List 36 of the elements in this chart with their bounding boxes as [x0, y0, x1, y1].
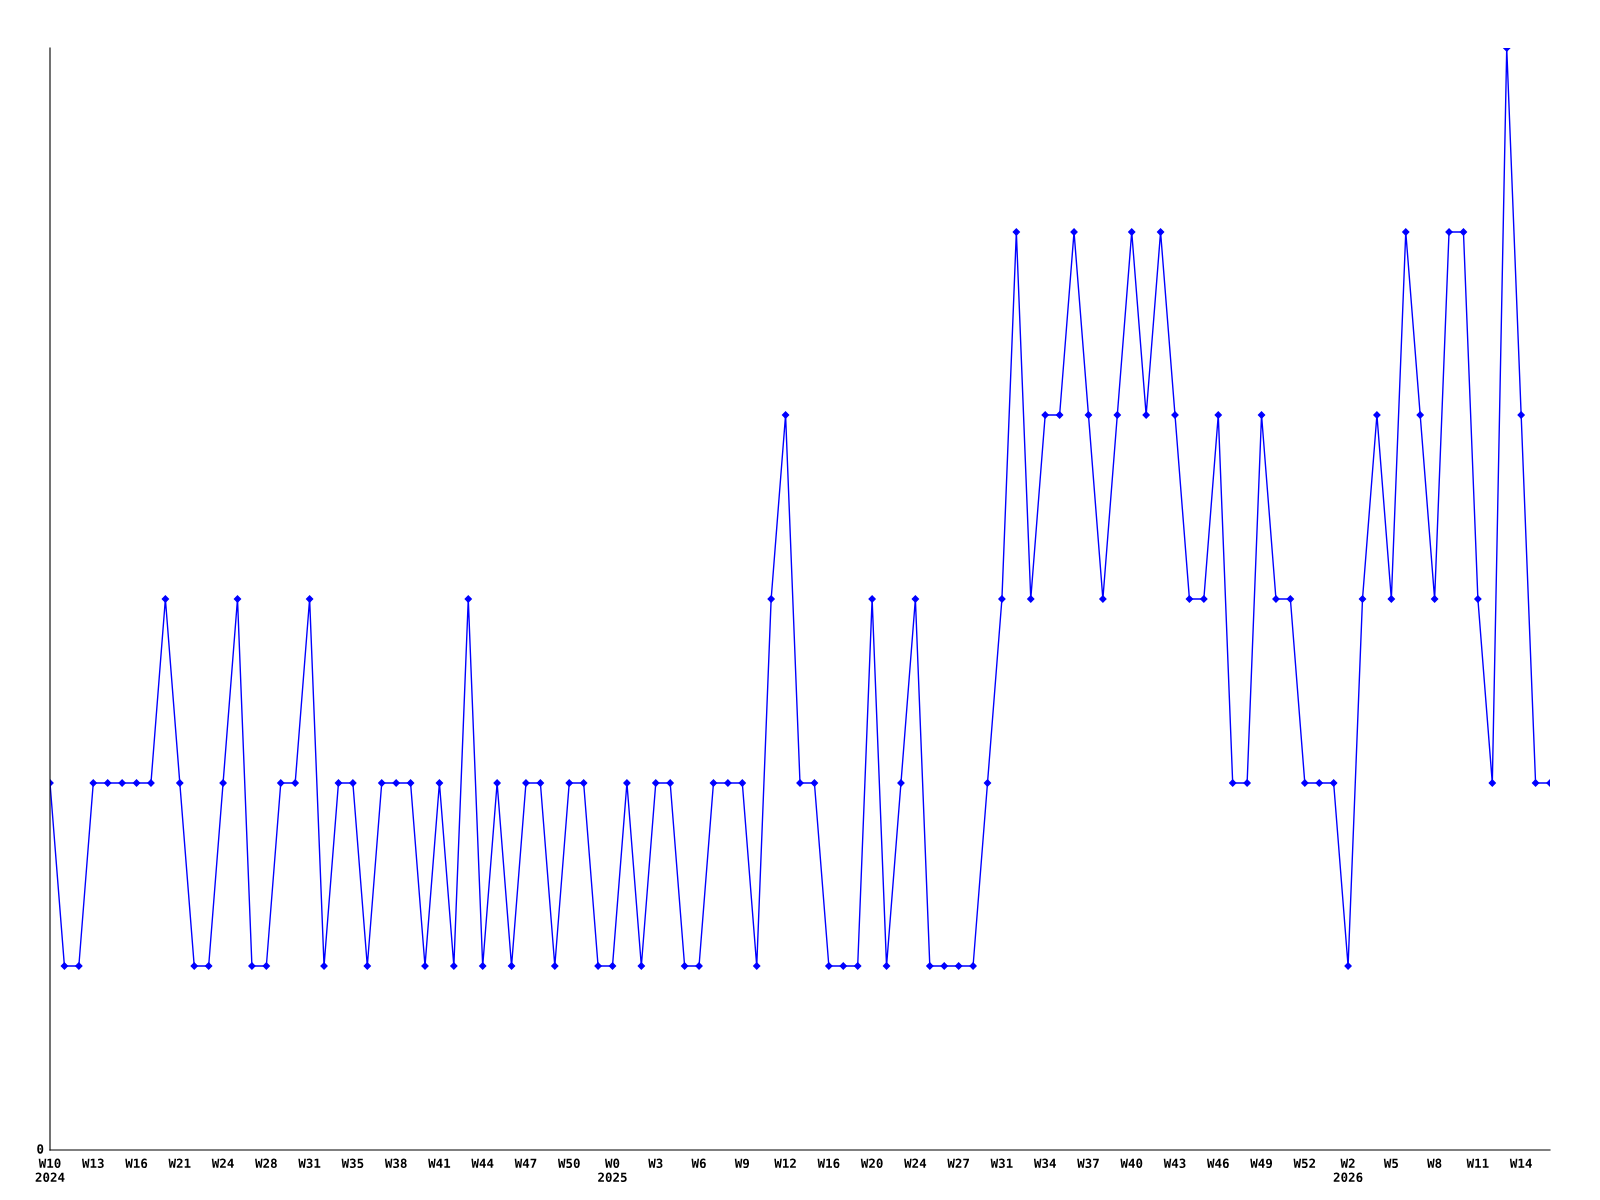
x-tick-label: W41	[428, 1158, 451, 1168]
x-tick-label: W38	[384, 1158, 407, 1169]
x-tick-label: W34	[1033, 1158, 1056, 1169]
x-tick-label: W44	[471, 1158, 494, 1168]
x-tick-label: W20	[860, 1158, 883, 1169]
x-tick-label: W0 2025	[598, 1158, 627, 1183]
x-tick-label: W12	[774, 1158, 796, 1168]
text: 0	[37, 1144, 44, 1154]
x-tick-label: W13	[81, 1158, 104, 1169]
x-tick-label: W28	[255, 1158, 277, 1169]
x-tick-label: W6	[691, 1158, 706, 1169]
x-tick-label: W50	[557, 1158, 580, 1169]
x-tick-label: W40	[1120, 1158, 1143, 1169]
x-tick-label: W31	[298, 1158, 321, 1169]
x-tick-label: W27	[947, 1158, 969, 1168]
x-tick-label: W3	[648, 1158, 663, 1169]
x-tick-label: W9	[734, 1158, 750, 1169]
x-tick-label: W5	[1383, 1158, 1399, 1169]
x-tick-label: W16	[125, 1158, 148, 1169]
x-tick-label: W2 2026	[1333, 1158, 1363, 1183]
x-tick-label: W8	[1427, 1158, 1442, 1169]
x-tick-label: W24	[211, 1158, 234, 1168]
x-tick-label: W47	[514, 1158, 537, 1168]
x-tick-label: W37	[1077, 1158, 1099, 1169]
x-tick-label: W46	[1206, 1158, 1229, 1169]
x-tick-label: W16	[817, 1158, 840, 1169]
x-tick-label: W21	[168, 1158, 191, 1168]
x-tick-label: W14	[1509, 1158, 1532, 1168]
x-tick-label: W24	[904, 1158, 927, 1168]
x-tick-label: W43	[1163, 1158, 1186, 1169]
x-tick-label: W11	[1466, 1158, 1489, 1168]
x-tick-label: W10 2024	[35, 1158, 65, 1183]
x-tick-label: W49	[1250, 1158, 1273, 1169]
x-tick-label: W52	[1293, 1158, 1316, 1169]
x-tick-label: W31	[990, 1158, 1013, 1169]
x-tick-label: W35	[341, 1158, 364, 1169]
